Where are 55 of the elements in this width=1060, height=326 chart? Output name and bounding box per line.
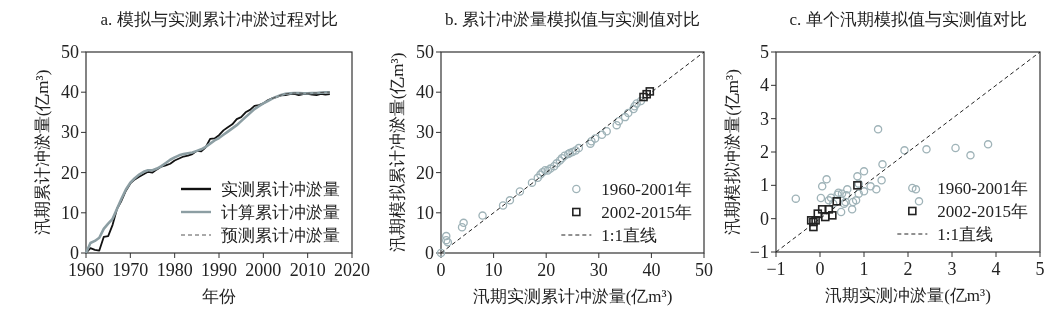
x-tick-label: 0	[815, 259, 825, 279]
legend-label: 1960-2001年	[601, 180, 692, 199]
x-tick-label: 1980	[156, 260, 193, 280]
y-tick-label: 2	[760, 142, 769, 162]
y-tick-label: 30	[61, 122, 79, 143]
x-tick-label: 2000	[245, 260, 282, 280]
legend-label: 1:1直线	[601, 226, 658, 245]
y-tick-label: 4	[760, 75, 769, 96]
y-tick-label: 0	[760, 208, 769, 229]
legend-label: 计算累计冲淤量	[221, 203, 340, 222]
y-tick-label: 1	[760, 175, 769, 196]
y-tick-label: 0	[425, 243, 434, 263]
legend-label: 1960-2001年	[937, 179, 1028, 198]
y-tick-label: 20	[416, 162, 434, 183]
y-tick-label: 40	[416, 82, 434, 103]
x-tick-label: 1960	[68, 260, 104, 280]
y-tick-label: 30	[416, 122, 434, 143]
y-tick-label: 50	[416, 42, 434, 62]
chart-title: c. 单个汛期模拟值与实测值对比	[789, 10, 1027, 29]
y-tick-label: −1	[749, 242, 769, 262]
y-tick-label: 3	[760, 108, 769, 129]
legend-label: 预测累计冲淤量	[221, 226, 340, 245]
x-tick-label: 50	[695, 260, 713, 280]
y-axis-title: 汛期累计冲淤量(亿m³)	[33, 69, 52, 236]
x-tick-label: 3	[947, 259, 957, 279]
x-tick-label: 2010	[289, 260, 326, 280]
chart-title: a. 模拟与实测累计冲淤过程对比	[100, 10, 338, 29]
x-tick-label: 4	[991, 259, 1001, 279]
y-tick-label: 20	[61, 162, 79, 183]
x-tick-label: 1970	[112, 260, 149, 280]
x-tick-label: 30	[589, 260, 608, 280]
legend-label: 2002-2015年	[601, 203, 692, 222]
x-tick-label: 5	[1035, 259, 1045, 279]
x-tick-label: 1990	[201, 260, 237, 280]
legend-label: 1:1直线	[937, 225, 994, 244]
y-tick-label: 10	[416, 202, 434, 223]
x-axis-title: 汛期实测累计冲淤量(亿m³)	[472, 287, 673, 306]
x-tick-label: 10	[484, 260, 503, 280]
y-axis-title: 汛期模拟累计冲淤量(亿m³)	[388, 52, 407, 253]
x-tick-label: 2	[903, 259, 913, 279]
y-tick-label: 0	[70, 243, 79, 263]
y-tick-label: 50	[61, 42, 79, 62]
x-axis-title: 汛期实测冲淤量(亿m³)	[825, 286, 991, 305]
chart-title: b. 累计冲淤量模拟值与实测值对比	[445, 10, 700, 29]
x-tick-label: 40	[642, 260, 661, 280]
legend-label: 2002-2015年	[937, 202, 1028, 221]
y-tick-label: 5	[760, 42, 769, 62]
x-tick-label: 20	[537, 260, 556, 280]
x-axis-title: 年份	[202, 287, 236, 306]
y-axis-title: 汛期模拟冲淤量(亿m³)	[723, 69, 742, 235]
x-tick-label: 1	[859, 259, 869, 279]
x-tick-label: 2020	[334, 260, 370, 280]
legend-label: 实测累计冲淤量	[221, 180, 340, 199]
y-tick-label: 10	[61, 202, 79, 223]
y-tick-label: 40	[61, 82, 79, 103]
